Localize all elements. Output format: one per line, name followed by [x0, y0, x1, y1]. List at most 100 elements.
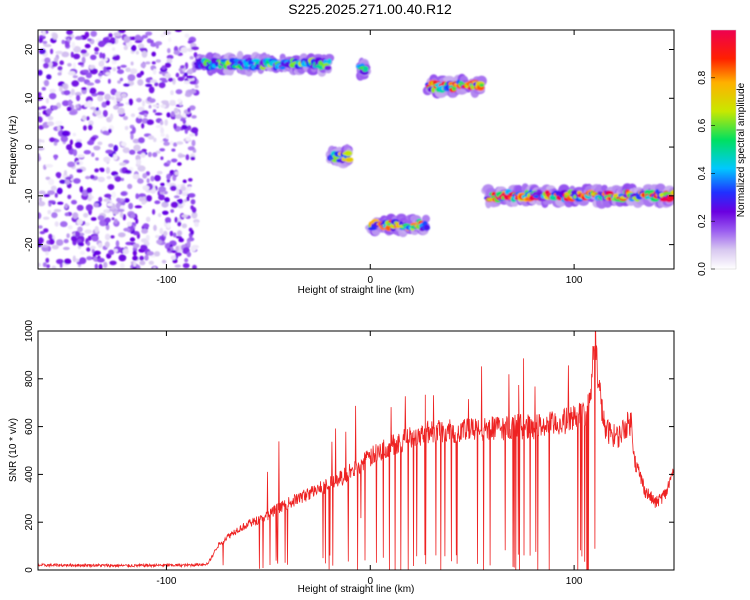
spectrogram-cell — [188, 227, 193, 232]
spectrogram-cell — [137, 115, 142, 119]
x-tick-label: -100 — [156, 576, 176, 587]
spectrogram-cell — [181, 191, 189, 197]
spectrogram-cell — [344, 150, 353, 157]
spectrogram-cell — [38, 106, 43, 110]
spectrogram-cell — [51, 212, 58, 219]
snr-series-line — [38, 331, 674, 570]
spectrogram-cell — [90, 136, 97, 141]
spectrogram-cell — [668, 195, 674, 201]
spectrogram-cell — [132, 266, 137, 269]
spectrogram-cell — [38, 147, 45, 151]
spectrogram-cell — [88, 124, 93, 131]
spectrogram-cell — [67, 71, 76, 76]
spectrogram-cell — [152, 266, 157, 269]
spectrogram-cell — [183, 199, 188, 203]
spectrogram-cell — [187, 186, 192, 192]
spectrogram-cell — [166, 160, 171, 165]
spectrogram-cell — [153, 224, 157, 231]
figure-title: S225.2025.271.00.40.R12 — [288, 1, 452, 17]
spectrogram-cell — [59, 60, 64, 65]
spectrogram-cell — [95, 157, 99, 161]
spectrogram-cell — [93, 145, 101, 151]
spectrogram-cell — [126, 221, 132, 227]
spectrogram-cell — [41, 87, 46, 91]
spectrogram-cell — [94, 168, 99, 173]
spectrogram-cell — [97, 215, 105, 221]
spectrogram-cell — [45, 98, 50, 104]
spectrogram-cell — [87, 140, 95, 146]
spectrogram-cell — [49, 238, 55, 245]
spectrogram-cell — [38, 196, 42, 202]
spectrogram-cell — [69, 139, 73, 146]
spectrogram-cell — [160, 127, 165, 134]
spectrogram-cell — [154, 200, 161, 205]
spectrogram-cell — [48, 178, 55, 186]
spectrogram-cell — [63, 170, 68, 176]
spectrogram-cell — [72, 132, 77, 137]
spectrogram-cell — [70, 88, 75, 96]
spectrogram-cell — [188, 178, 193, 182]
spectrogram-cell — [113, 32, 122, 37]
spectrogram-cell — [121, 141, 127, 147]
spectrogram-cell — [43, 228, 49, 233]
spectrogram-cell — [51, 265, 57, 269]
spectrogram-cell — [82, 69, 89, 74]
spectrogram-cell — [43, 62, 49, 69]
y-tick-label: 0 — [24, 144, 35, 150]
spectrogram-cell — [141, 100, 146, 107]
spectrogram-cell — [75, 139, 83, 143]
spectrogram-cell — [187, 40, 194, 44]
spectrogram-cell — [113, 248, 118, 253]
spectrogram-cell — [166, 54, 174, 60]
spectrogram-cell — [77, 76, 86, 82]
spectrogram-cell — [54, 139, 60, 143]
spectrogram-cell — [154, 112, 163, 116]
spectrogram-cell — [104, 193, 112, 198]
spectrogram-cell — [95, 107, 100, 111]
spectrogram-cell — [84, 222, 90, 227]
spectrogram-cell — [125, 67, 131, 73]
spectrogram-cell — [95, 109, 102, 116]
spectrogram-cell — [81, 87, 87, 91]
spectrogram-cell — [178, 237, 184, 243]
colorbar: 0.0 0.2 0.4 0.6 0.8 Normalized spectral ampl… — [697, 29, 747, 276]
spectrogram-cell — [184, 33, 190, 39]
spectrogram-cell — [86, 82, 95, 86]
spectrogram-cell — [86, 187, 93, 194]
spectrogram-cell — [91, 235, 99, 242]
spectrogram-cell — [85, 204, 93, 212]
spectrogram-cell — [188, 89, 197, 94]
spectrogram-cell — [63, 246, 70, 251]
spectrogram-cell — [166, 112, 171, 118]
spectrogram-cell — [38, 237, 44, 244]
spectrogram-cell — [127, 74, 136, 82]
spectrogram-cell — [189, 133, 195, 137]
spectrogram-cell — [174, 216, 178, 223]
spectrogram-cell — [158, 186, 167, 193]
spectrogram-cell — [119, 162, 127, 166]
spectrogram-cell — [119, 211, 124, 218]
spectrogram-cell — [175, 114, 182, 119]
spectrogram-cell — [38, 116, 43, 123]
spectrogram-cell — [156, 239, 163, 245]
spectrogram-cell — [105, 72, 111, 76]
spectrogram-cell — [173, 123, 177, 130]
spectrogram-cell — [128, 202, 134, 210]
spectrogram-cell — [105, 149, 114, 154]
spectrogram-cell — [67, 63, 72, 67]
spectrogram-cell — [79, 257, 87, 265]
spectrogram-cell — [180, 65, 185, 69]
spectrogram-cell — [112, 47, 116, 51]
spectrogram-cell — [154, 82, 159, 87]
spectrogram-cell — [43, 79, 50, 87]
spectrogram-cell — [67, 161, 76, 168]
spectrogram-cell — [98, 196, 103, 203]
spectrogram-cell — [113, 153, 118, 161]
spectrogram-cell — [136, 264, 141, 269]
spectrogram-cell — [63, 90, 71, 96]
spectrogram-cell — [76, 94, 81, 102]
spectrogram-cell — [177, 76, 185, 82]
spectrogram-cell — [108, 143, 114, 148]
